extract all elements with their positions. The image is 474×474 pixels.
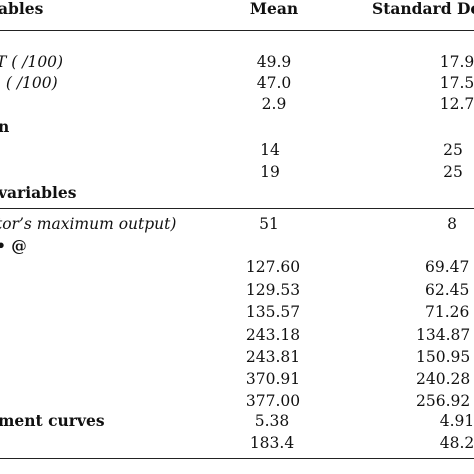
row-mean: 243.81 <box>245 348 301 366</box>
row-std: 71.26 <box>425 303 470 321</box>
row-mean: 135.57 <box>245 303 301 321</box>
header-mean: Mean <box>249 0 299 18</box>
row-mean: 127.60 <box>245 258 301 276</box>
row-std: 17.5 <box>439 74 474 92</box>
header-standard-deviation: Standard De <box>372 0 474 18</box>
row-mean: 14 <box>260 141 280 159</box>
row-std: 62.45 <box>425 281 470 299</box>
row-std: 240.28 <box>416 370 471 388</box>
section-label: ment curves <box>0 411 105 430</box>
row-std: 256.92 <box>416 392 471 410</box>
section-rule <box>0 208 474 209</box>
header-rule <box>0 30 474 31</box>
row-label: tor’s maximum output) <box>0 215 177 233</box>
row-mean: 377.00 <box>245 392 301 410</box>
row-label: • @ <box>0 236 27 255</box>
section-label: n <box>0 117 10 136</box>
row-std: 69.47 <box>425 258 470 276</box>
row-std: 8 <box>447 215 457 233</box>
row-std: 17.9 <box>439 53 474 71</box>
section-label: variables <box>0 183 77 202</box>
row-mean: 47.0 <box>256 74 292 92</box>
row-std: 12.7 <box>439 95 474 113</box>
row-std: 4.91 <box>439 412 474 430</box>
row-mean: 5.38 <box>254 412 290 430</box>
row-mean: 129.53 <box>245 281 301 299</box>
row-std: 134.87 <box>416 326 471 344</box>
row-mean: 51 <box>259 215 279 233</box>
row-mean: 183.4 <box>249 434 295 452</box>
row-std: 25 <box>443 163 463 181</box>
row-std: 150.95 <box>416 348 471 366</box>
row-mean: 19 <box>260 163 280 181</box>
row-mean: 370.91 <box>245 370 301 388</box>
bottom-rule <box>0 458 474 459</box>
row-mean: 243.18 <box>245 326 301 344</box>
row-mean: 2.9 <box>261 95 287 113</box>
row-label: T ( /100) <box>0 53 64 71</box>
row-std: 48.2 <box>439 434 474 452</box>
row-mean: 49.9 <box>256 53 292 71</box>
row-std: 25 <box>443 141 463 159</box>
row-label: ’ ( /100) <box>0 74 58 92</box>
header-variables: ables <box>0 0 44 18</box>
